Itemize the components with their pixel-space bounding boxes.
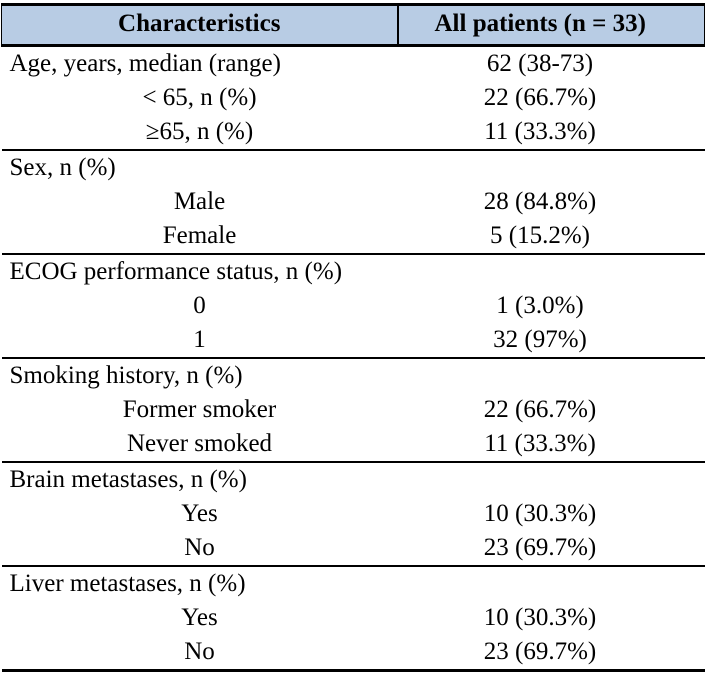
row-label: Former smoker [122, 396, 277, 423]
table-row-sex-male: Male 28 (84.8%) [2, 185, 705, 219]
row-label: Brain metastases, n (%) [1, 461, 398, 497]
row-label: Female [162, 222, 237, 249]
table-row-liver-no: No 23 (69.7%) [1, 635, 705, 672]
table-row-sex: Sex, n (%) [1, 149, 705, 185]
row-value: 32 (97%) [493, 326, 587, 353]
row-label: No [184, 534, 215, 561]
table-row-liver-mets: Liver metastases, n (%) [1, 565, 705, 601]
table-header-row: Characteristics All patients (n = 33) [1, 3, 705, 47]
row-label: < 65, n (%) [142, 84, 257, 111]
row-value: 23 (69.7%) [483, 534, 597, 561]
row-label: ≥65, n (%) [145, 118, 254, 145]
table-row-ecog-0: 0 1 (3.0%) [2, 289, 705, 323]
table-row-age-under65: < 65, n (%) 22 (66.7%) [2, 81, 705, 115]
row-value: 22 (66.7%) [483, 84, 597, 111]
row-value: 11 (33.3%) [484, 430, 596, 457]
row-label: 0 [193, 292, 206, 319]
row-value [397, 461, 705, 497]
table-row-ecog: ECOG performance status, n (%) [1, 253, 705, 289]
row-label: Yes [181, 604, 218, 631]
table-row-brain-mets: Brain metastases, n (%) [1, 461, 705, 497]
table-row-smoking-never: Never smoked 11 (33.3%) [2, 427, 705, 462]
column-header-characteristics: Characteristics [1, 3, 399, 47]
row-label: 1 [193, 326, 206, 353]
table-row-brain-no: No 23 (69.7%) [2, 531, 705, 566]
row-value [397, 357, 705, 393]
row-value: 10 (30.3%) [483, 604, 597, 631]
row-label: Never smoked [126, 430, 273, 457]
row-value: 1 (3.0%) [496, 292, 584, 319]
column-header-all-patients: All patients (n = 33) [397, 3, 705, 47]
row-label: Age, years, median (range) [9, 50, 281, 77]
row-label: Smoking history, n (%) [1, 357, 398, 393]
row-value: 28 (84.8%) [483, 188, 597, 215]
table-row-sex-female: Female 5 (15.2%) [2, 219, 705, 254]
table-row-age: Age, years, median (range) 62 (38-73) [2, 46, 705, 82]
row-value: 11 (33.3%) [484, 118, 596, 145]
table-row-ecog-1: 1 32 (97%) [2, 323, 705, 358]
paper-table-page: Characteristics All patients (n = 33) Ag… [0, 3, 705, 697]
row-value: 10 (30.3%) [483, 500, 597, 527]
row-value: 62 (38-73) [486, 50, 594, 77]
table-row-brain-yes: Yes 10 (30.3%) [2, 497, 705, 531]
patient-characteristics-table: Characteristics All patients (n = 33) Ag… [1, 3, 705, 672]
row-value [397, 565, 705, 601]
row-value: 22 (66.7%) [483, 396, 597, 423]
row-label: Sex, n (%) [1, 149, 398, 185]
table-row-liver-yes: Yes 10 (30.3%) [2, 601, 705, 635]
row-label: No [1, 635, 398, 672]
row-label: Male [173, 188, 226, 215]
table-row-smoking-former: Former smoker 22 (66.7%) [2, 393, 705, 427]
row-label: ECOG performance status, n (%) [1, 253, 398, 289]
row-value: 5 (15.2%) [490, 222, 590, 249]
row-value [397, 149, 705, 185]
table-row-age-over65: ≥65, n (%) 11 (33.3%) [2, 115, 705, 150]
row-value: 23 (69.7%) [397, 635, 705, 672]
row-label: Yes [181, 500, 218, 527]
row-value [397, 253, 705, 289]
table-row-smoking: Smoking history, n (%) [1, 357, 705, 393]
row-label: Liver metastases, n (%) [1, 565, 398, 601]
